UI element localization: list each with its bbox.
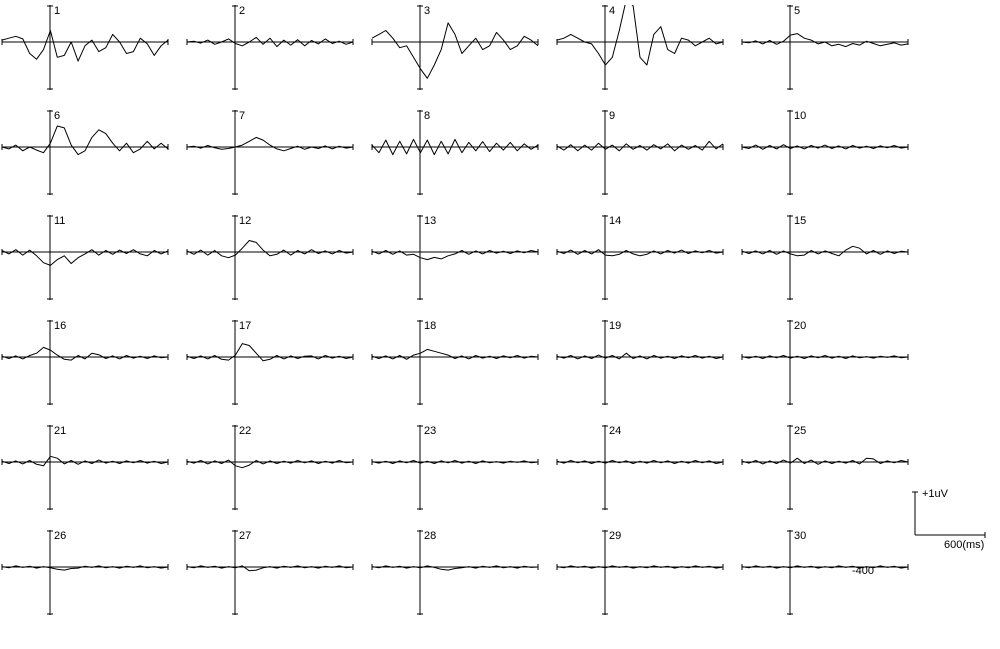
panel-label: 29 [609,530,621,542]
waveform-panel-11: 11 [0,215,170,310]
waveform-panel-25: 25 [740,425,910,520]
waveform-panel-29: 29 [555,530,725,625]
waveform-panel-4: 4 [555,5,725,100]
legend-h-label: 600(ms) [944,539,984,551]
panel-label: 16 [54,320,66,332]
panel-label: 28 [424,530,436,542]
panel-label: 8 [424,110,430,122]
panel-label: 19 [609,320,621,332]
panel-label: 30 [794,530,806,542]
waveform-panel-16: 16 [0,320,170,415]
waveform-panel-15: 15 [740,215,910,310]
waveform-panel-24: 24 [555,425,725,520]
panel-label: 24 [609,425,621,437]
panel-label: 12 [239,215,251,227]
waveform-panel-10: 10 [740,110,910,205]
panel-label: 20 [794,320,806,332]
waveform-panel-7: 7 [185,110,355,205]
waveform-panel-28: 28 [370,530,540,625]
waveform-panel-3: 3 [370,5,540,100]
waveform-panel-19: 19 [555,320,725,415]
waveform-panel-20: 20 [740,320,910,415]
panel-label: 10 [794,110,806,122]
waveform-panel-13: 13 [370,215,540,310]
waveform-panel-17: 17 [185,320,355,415]
waveform-panel-8: 8 [370,110,540,205]
waveform-grid: 1234567891011121314151617181920212223242… [0,0,1000,649]
panel-label: 9 [609,110,615,122]
panel-label: 11 [54,215,65,227]
panel-label: 2 [239,5,245,17]
panel-label: 15 [794,215,806,227]
waveform-panel-30: 30 [740,530,910,625]
panel-label: 13 [424,215,436,227]
panel-label: 1 [54,5,60,17]
panel-label: 5 [794,5,800,17]
panel-label: 21 [54,425,66,437]
panel-label: 25 [794,425,806,437]
waveform-panel-27: 27 [185,530,355,625]
panel-label: 3 [424,5,430,17]
waveform-panel-22: 22 [185,425,355,520]
legend-origin-label: -400 [852,565,874,577]
waveform-panel-9: 9 [555,110,725,205]
waveform-panel-6: 6 [0,110,170,205]
panel-label: 14 [609,215,621,227]
panel-label: 6 [54,110,60,122]
panel-label: 18 [424,320,436,332]
panel-label: 17 [239,320,251,332]
panel-label: 22 [239,425,251,437]
panel-label: 7 [239,110,245,122]
panel-label: 4 [609,5,615,17]
waveform-panel-2: 2 [185,5,355,100]
waveform-panel-21: 21 [0,425,170,520]
waveform-panel-12: 12 [185,215,355,310]
waveform-panel-14: 14 [555,215,725,310]
waveform-panel-5: 5 [740,5,910,100]
waveform-panel-23: 23 [370,425,540,520]
panel-label: 23 [424,425,436,437]
legend-v-label: +1uV [922,488,948,500]
panel-label: 27 [239,530,251,542]
waveform-panel-26: 26 [0,530,170,625]
waveform-panel-1: 1 [0,5,170,100]
waveform-panel-18: 18 [370,320,540,415]
panel-label: 26 [54,530,66,542]
